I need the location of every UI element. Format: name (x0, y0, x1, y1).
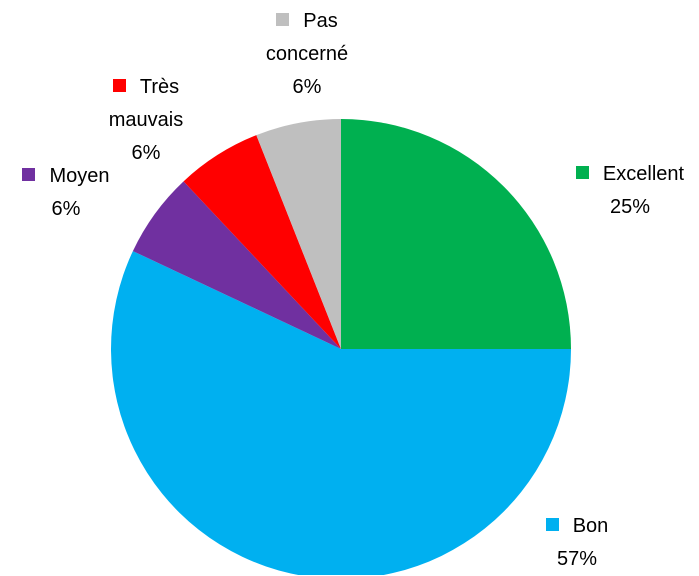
data-label: Pas concerné 6% (242, 5, 372, 104)
pie-slice (256, 119, 341, 349)
value-label: 25% (609, 196, 651, 218)
category-label: Pas concerné (242, 5, 372, 71)
data-label: Moyen 6% (6, 160, 126, 226)
legend-swatch (545, 518, 559, 531)
category-text: Très mauvais (108, 76, 184, 131)
category-text: Pas concerné (265, 10, 349, 65)
category-label: Bon (532, 510, 622, 543)
legend-swatch (276, 13, 290, 26)
value-label: 6% (131, 142, 161, 164)
data-label: Très mauvais 6% (81, 71, 211, 170)
pie-slice (183, 135, 341, 349)
legend-swatch (575, 166, 589, 179)
data-label: Bon 57% (532, 510, 622, 576)
category-label: Très mauvais (81, 71, 211, 137)
pie-slice (132, 181, 341, 349)
category-text: Moyen (49, 165, 110, 187)
pie-slice (341, 119, 571, 349)
category-text: Bon (572, 515, 609, 537)
value-label: 57% (556, 548, 598, 570)
legend-swatch (22, 168, 36, 181)
category-label: Moyen (6, 160, 126, 193)
legend-swatch (112, 79, 126, 92)
category-text: Excellent (602, 163, 685, 185)
value-label: 6% (51, 198, 81, 220)
data-label: Excellent 25% (560, 158, 699, 224)
category-label: Excellent (560, 158, 699, 191)
pie-slice (111, 251, 571, 575)
value-label: 6% (292, 76, 322, 98)
